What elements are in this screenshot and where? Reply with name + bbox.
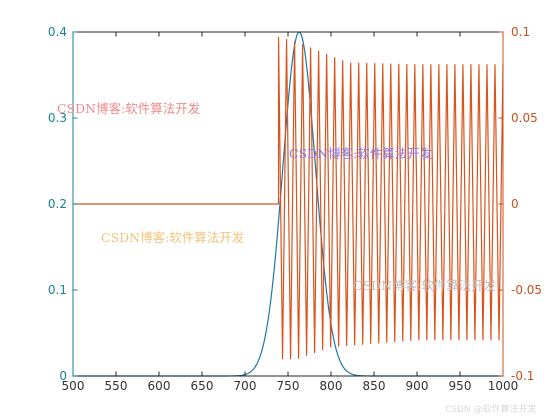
x-tick-label-7: 850 bbox=[363, 379, 386, 393]
x-tick-label-5: 750 bbox=[277, 379, 300, 393]
watermark-2: CSDN博客:软件算法开发 bbox=[289, 146, 433, 161]
watermark-4: CSDN博客:软件算法开发 bbox=[353, 278, 497, 293]
y-left-tick-label-2: 0.2 bbox=[48, 197, 67, 211]
y-right-tick-label-2: 0 bbox=[511, 197, 519, 211]
y-left-tick-label-1: 0.1 bbox=[48, 283, 67, 297]
series-line-2 bbox=[73, 36, 504, 360]
x-tick-label-2: 600 bbox=[148, 379, 171, 393]
x-tick-label-0: 500 bbox=[62, 379, 85, 393]
ticks-layer: 500 550 600 650 700 750 800 850 900 950 1000 0 0.1 0.… bbox=[48, 25, 542, 393]
y-right-tick-label-4: 0.1 bbox=[511, 25, 530, 39]
watermark-bottom: 掘金技术社区 @ 软件算法开发 bbox=[330, 390, 523, 407]
x-tick-label-4: 700 bbox=[234, 379, 257, 393]
y-left-tick-label-3: 0.3 bbox=[48, 111, 67, 125]
y-right-tick-label-3: 0.05 bbox=[511, 111, 538, 125]
x-tick-label-8: 900 bbox=[406, 379, 429, 393]
watermark-1: CSDN博客:软件算法开发 bbox=[57, 101, 201, 116]
x-tick-label-10: 1000 bbox=[488, 379, 519, 393]
watermark-3: CSDN博客:软件算法开发 bbox=[101, 230, 245, 245]
x-tick-label-6: 800 bbox=[320, 379, 343, 393]
y-right-tick-label-0: -0.1 bbox=[511, 369, 534, 383]
x-tick-label-3: 650 bbox=[191, 379, 214, 393]
y-right-tick-label-1: -0.05 bbox=[511, 283, 542, 297]
x-tick-label-1: 550 bbox=[105, 379, 128, 393]
x-tick-label-9: 950 bbox=[449, 379, 472, 393]
watermark-bottom-small: CSDN @软件算法开发 bbox=[445, 403, 537, 415]
y-left-tick-label-0: 0 bbox=[59, 369, 67, 383]
y-left-tick-label-4: 0.4 bbox=[48, 25, 67, 39]
